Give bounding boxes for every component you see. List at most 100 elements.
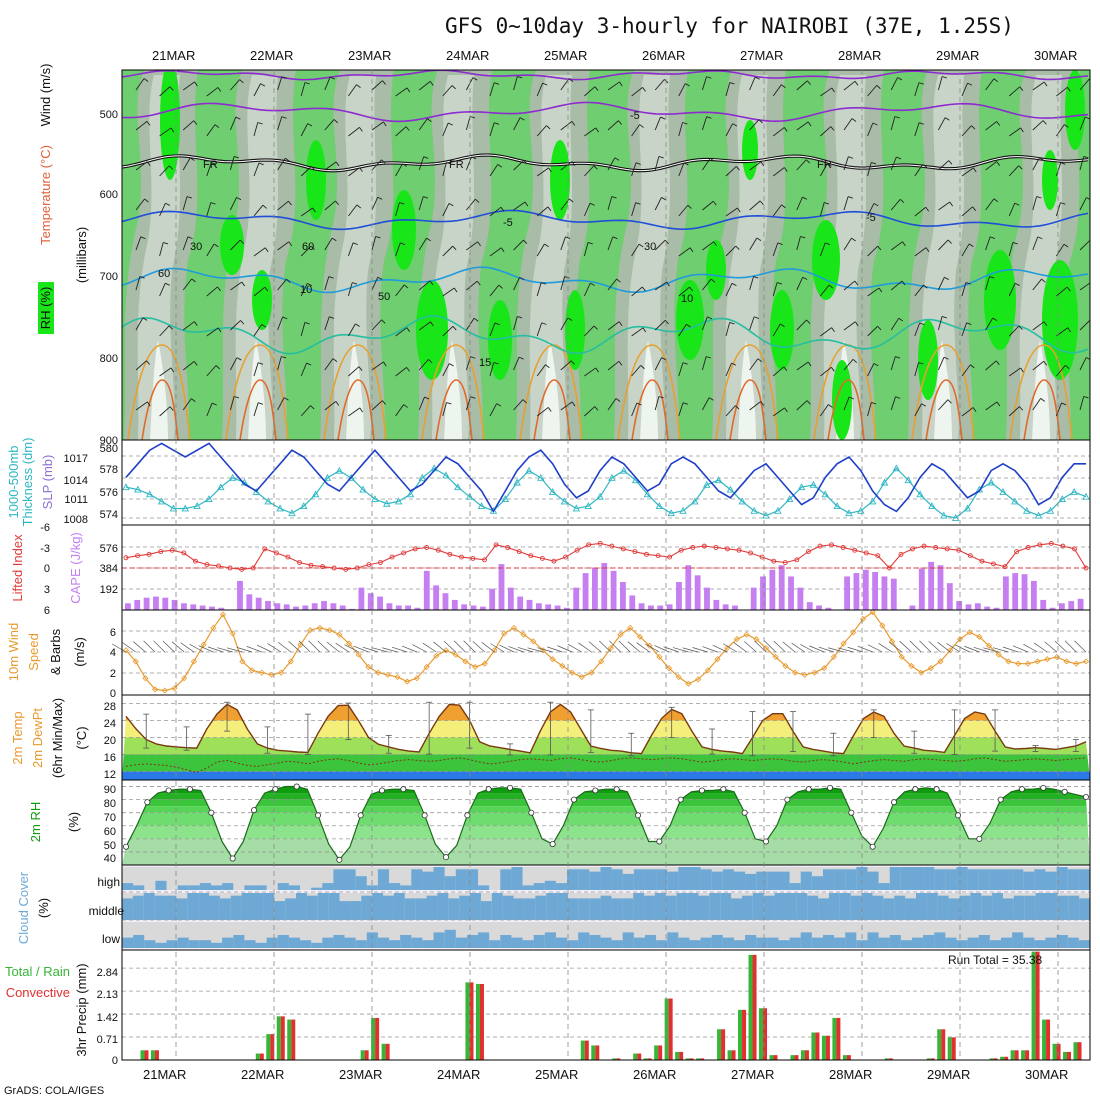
wind-barb-flag: [403, 284, 409, 289]
wind-barb-flag: [664, 319, 669, 325]
cape-bar: [1002, 576, 1009, 610]
precip-total-bar: [360, 1050, 365, 1060]
wind-barb-flag: [831, 87, 835, 93]
precip-convective-bar: [825, 1035, 830, 1060]
wind-barb-flag: [993, 198, 999, 203]
wind-barb: [348, 204, 358, 217]
temp-band-cold: [122, 771, 1090, 780]
wind-barb: [513, 277, 521, 291]
wind-barb: [517, 647, 534, 653]
wind-speed-point: [985, 642, 993, 649]
wind-barb: [961, 206, 973, 217]
cloud-cell: [322, 883, 334, 890]
rh-moist-region: [984, 250, 1016, 350]
precip-convective-bar: [1046, 1019, 1051, 1060]
li-point: [285, 554, 291, 560]
wind-barb: [961, 243, 970, 257]
rh-point: [229, 855, 236, 862]
wind-barb: [433, 641, 447, 653]
wind-barb-flag: [1018, 165, 1023, 170]
wind-barb: [442, 287, 455, 297]
wind-barb: [324, 119, 335, 131]
wind-barb: [206, 87, 219, 97]
wind-barb: [230, 79, 241, 91]
wind-barb: [631, 327, 644, 337]
cloud-cell: [389, 940, 401, 948]
cloud-cell: [317, 893, 330, 920]
rh-point: [293, 783, 300, 790]
cape-bar: [414, 607, 421, 610]
wind-barb-flag: [876, 85, 881, 90]
wind-barb-flag: [1012, 242, 1018, 245]
wind-speed-point: [171, 685, 178, 692]
wind-speed-point: [927, 665, 934, 672]
wind-barb-flag: [760, 401, 764, 406]
wind-barb: [1012, 645, 1028, 653]
wind-barb-flag: [427, 118, 432, 122]
wind-barb: [560, 317, 569, 331]
wind-barb-flag: [544, 243, 549, 248]
cloud-cell: [785, 893, 797, 920]
wind-barb: [371, 319, 382, 331]
wind-barb: [843, 359, 854, 371]
cloud-cell: [733, 940, 746, 948]
temperature-contour: [435, 379, 473, 440]
wind-barb: [277, 76, 283, 91]
wind-barb: [1008, 127, 1021, 137]
wind-barb-flag: [968, 243, 974, 247]
wind-speed-point: [695, 676, 702, 683]
li-point: [1025, 545, 1031, 550]
li-point: [135, 553, 141, 559]
thickness-point: [347, 473, 355, 481]
temp-contour-15: [122, 314, 1089, 355]
wind-barb: [914, 122, 920, 137]
cloud-bg-cell: [344, 922, 357, 948]
wind-barb-flag: [217, 327, 222, 333]
cape-bar: [405, 605, 412, 610]
precip-total-bar: [580, 1040, 585, 1060]
contour-label: FR: [817, 159, 832, 171]
cloud-bg-cell: [611, 922, 624, 948]
wind-barb-flag: [383, 361, 387, 367]
wind-barb: [481, 642, 495, 653]
wind-barb: [182, 321, 195, 331]
upper-air-panel: -5 FR FR FR -5 -5 10 10 15 30 60 60 30 5…: [38, 64, 1091, 447]
thickness-point: [228, 473, 237, 481]
wind-barb-flag: [1040, 398, 1045, 402]
wind-barb: [347, 242, 354, 257]
cloud-cell: [567, 898, 580, 920]
wind-barb: [442, 203, 450, 217]
wind-barb-flag: [282, 316, 288, 320]
precip-convective-bar: [1004, 1056, 1009, 1060]
precip-total-bar: [1052, 1043, 1057, 1060]
cloud-cell: [198, 893, 210, 920]
cloud-cell: [211, 885, 223, 890]
cloud-cell: [622, 932, 635, 948]
wind-speed-point: [656, 653, 663, 661]
wind-barb: [796, 196, 803, 211]
cape-bar: [974, 603, 981, 610]
wind-barb-flag: [805, 159, 811, 164]
cloud-cell: [1056, 867, 1069, 890]
wind-axis-unit: (m/s): [72, 637, 87, 667]
wind-speed-point: [908, 662, 915, 669]
wind-barb: [749, 119, 760, 131]
wind-barb-flag: [1089, 240, 1090, 241]
cloud-cell: [989, 940, 1002, 948]
thickness-point: [951, 513, 960, 521]
rh-point: [400, 786, 407, 793]
wind-barb: [557, 645, 573, 653]
cloud-cell: [867, 932, 880, 948]
wind-barb-flag: [593, 325, 598, 330]
wind-barb: [938, 399, 949, 411]
y-tick-label: 6: [110, 627, 116, 639]
wind-barb: [772, 323, 781, 337]
wind-barb: [253, 162, 260, 177]
wind-barb: [678, 247, 691, 257]
rh-moist-region: [1065, 70, 1085, 150]
cloud-bg-cell: [122, 867, 134, 890]
wind-speed-point: [122, 647, 130, 654]
cloud-cell: [656, 940, 668, 948]
y-tick-label: 2: [110, 668, 116, 680]
precip-total-bar: [811, 1032, 816, 1060]
